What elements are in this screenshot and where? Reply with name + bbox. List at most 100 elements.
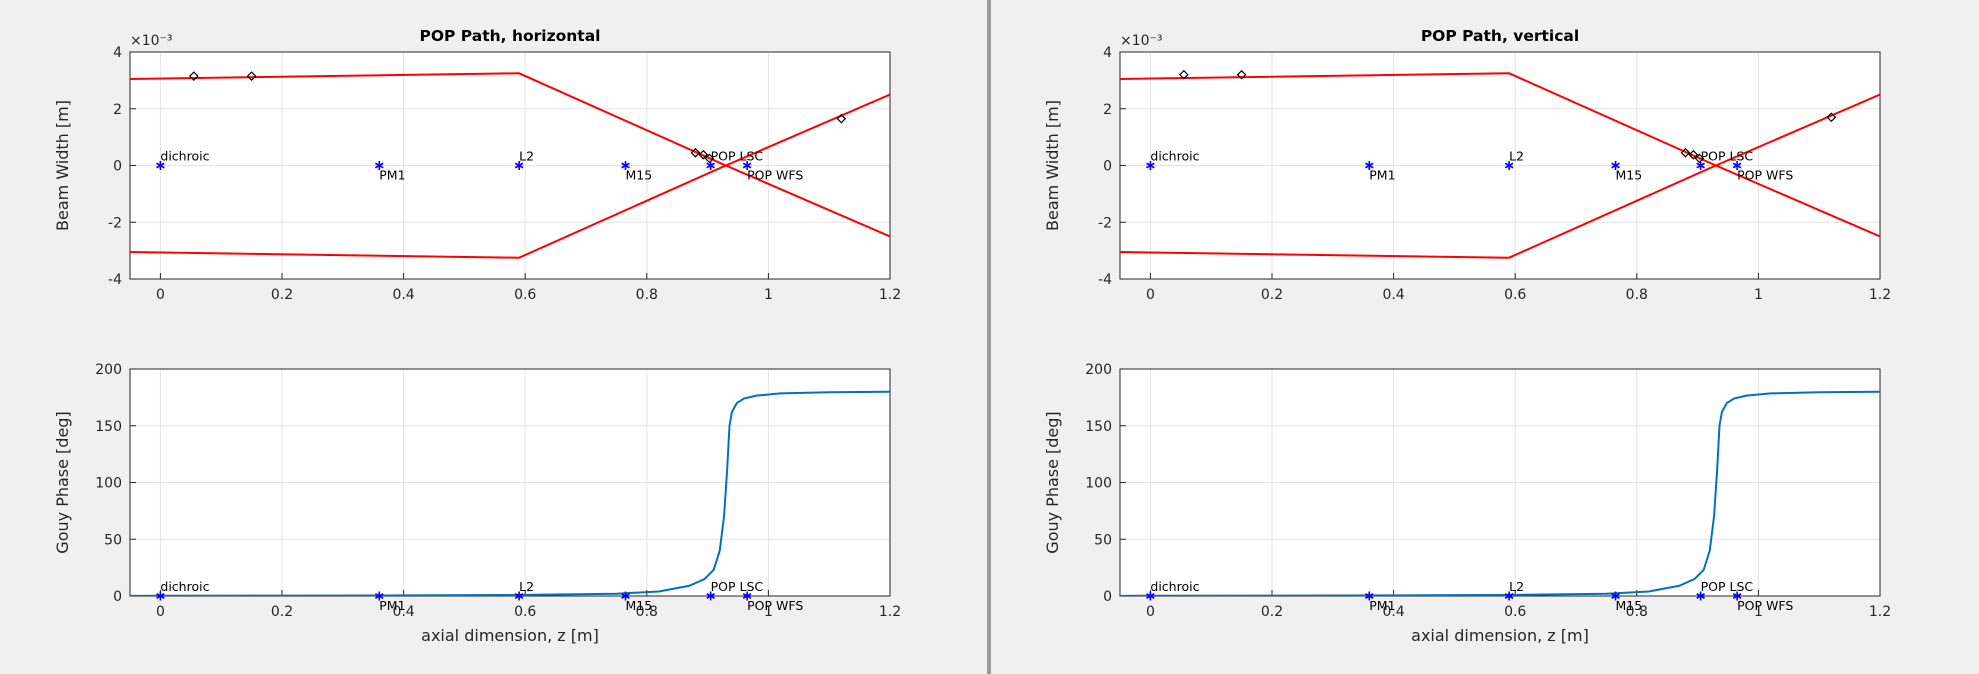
asterisk-stroke (621, 593, 630, 599)
optic-label: POP WFS (747, 168, 803, 183)
diamond-marker (704, 153, 715, 164)
x-tick-label: 0.2 (271, 287, 293, 303)
y-tick-label: 200 (1085, 362, 1112, 378)
optic-marker-l2 (1504, 161, 1514, 170)
y-tick-label: -2 (1098, 215, 1112, 231)
axes-horizontal-beam-width[interactable]: 0 0.2 0.4 0.6 0.8 1 1.2 -4 -2 0 2 4 dichroic PM1 L2 M15… (53, 27, 901, 303)
x-tick-label: 0.6 (514, 604, 536, 620)
optic-label: POP LSC (1701, 579, 1754, 594)
x-tick-label: 1 (764, 604, 773, 620)
data-layer (1120, 390, 1880, 596)
data-layer (130, 390, 890, 596)
y-tick-label: -2 (108, 215, 122, 231)
x-tick-label: 0.2 (271, 604, 293, 620)
optic-label: POP LSC (711, 579, 764, 594)
asterisk-stroke (706, 162, 715, 169)
optic-marker-pm1 (374, 591, 384, 601)
y-tick-label: 200 (95, 362, 122, 378)
axes-horizontal-gouy-phase[interactable]: 0 0.2 0.4 0.6 0.8 1 1.2 0 50 100 150 200 dichroic PM1… (53, 362, 901, 645)
optic-marker-pop-lsc (706, 591, 715, 601)
asterisk-stroke (1732, 162, 1742, 169)
asterisk-stroke (1364, 162, 1374, 169)
x-tick-label: 0.2 (1261, 287, 1283, 303)
diamond-marker (836, 113, 847, 124)
optic-label: PM1 (1369, 598, 1395, 613)
optic-marker-m15 (1611, 161, 1620, 170)
asterisk-stroke (514, 162, 524, 169)
y-exponent-label: ×10⁻³ (130, 33, 173, 49)
diamond-marker (1680, 147, 1691, 158)
optic-label: M15 (626, 168, 653, 183)
asterisk-stroke (156, 162, 165, 169)
x-tick-label: 0.8 (636, 604, 658, 620)
x-tick-label: 1.2 (879, 287, 901, 303)
optic-marker-pop-lsc (706, 161, 715, 170)
y-tick-label: 2 (1103, 102, 1112, 118)
optic-label: POP LSC (711, 149, 764, 164)
diamond-marker (698, 149, 709, 160)
diamond-marker (1694, 153, 1705, 164)
optic-marker-dichroic (156, 591, 165, 601)
chart-title: POP Path, horizontal (420, 27, 601, 45)
x-tick-label: 1.2 (1869, 604, 1891, 620)
optic-marker-pm1 (374, 161, 384, 170)
y-tick-label: 100 (1085, 476, 1112, 492)
diamond-marker (1236, 69, 1247, 80)
optic-marker-dichroic (156, 161, 165, 170)
optic-label: M15 (1616, 168, 1643, 183)
asterisk-stroke (1364, 593, 1374, 599)
optic-marker-pop-lsc (1696, 161, 1705, 170)
asterisk-stroke (1146, 162, 1155, 169)
y-axis-label: Beam Width [m] (53, 100, 72, 231)
series-line-0 (1120, 72, 1880, 167)
series-line-0 (1120, 390, 1880, 596)
optic-marker-pm1 (1364, 161, 1374, 170)
x-tick-label: 0 (156, 604, 165, 620)
optic-label: L2 (1509, 149, 1524, 164)
optic-marker-dichroic (1146, 591, 1155, 601)
x-tick-label: 0 (1146, 604, 1155, 620)
asterisk-stroke (1611, 593, 1620, 599)
x-tick-label: 0 (156, 287, 165, 303)
diamond-marker (1826, 112, 1837, 123)
optic-label: POP WFS (1737, 168, 1793, 183)
optic-label: L2 (519, 579, 534, 594)
optic-marker-pop-wfs (742, 161, 752, 170)
chart-title: POP Path, vertical (1421, 27, 1579, 45)
optic-marker-l2 (514, 161, 524, 170)
optic-marker-l2 (1504, 591, 1514, 601)
axes-vertical-beam-width[interactable]: 0 0.2 0.4 0.6 0.8 1 1.2 -4 -2 0 2 4 dichroic PM1 L2 M15… (1043, 27, 1891, 303)
x-axis-label: axial dimension, z [m] (1411, 626, 1589, 645)
asterisk-stroke (1696, 162, 1705, 169)
diamond-marker (1688, 149, 1699, 160)
axes-frame (129, 368, 891, 597)
series-line-0 (130, 72, 890, 167)
asterisk-stroke (621, 162, 630, 169)
optic-label: L2 (1509, 579, 1524, 594)
optic-label: M15 (1616, 598, 1643, 613)
asterisk-stroke (374, 162, 384, 169)
x-tick-label: 0.4 (392, 287, 414, 303)
x-tick-label: 0.2 (1261, 604, 1283, 620)
optic-label: dichroic (160, 149, 209, 164)
series-line-1 (1120, 164, 1880, 259)
x-tick-label: 1 (1754, 287, 1763, 303)
asterisk-stroke (706, 593, 715, 599)
y-tick-label: 150 (1085, 419, 1112, 435)
asterisk-stroke (374, 593, 384, 599)
data-layer (1120, 69, 1880, 259)
y-tick-label: 50 (104, 532, 122, 548)
pane-divider[interactable] (987, 0, 991, 674)
optic-label: dichroic (1150, 579, 1199, 594)
axes-frame (129, 51, 891, 280)
y-tick-label: 4 (1103, 45, 1112, 61)
y-tick-label: 0 (1103, 589, 1112, 605)
asterisk-stroke (742, 162, 752, 169)
x-tick-label: 0.4 (1382, 604, 1404, 620)
diamond-marker (690, 147, 701, 158)
optic-marker-pop-wfs (742, 591, 752, 601)
data-layer (130, 71, 890, 259)
x-tick-label: 1.2 (879, 604, 901, 620)
axes-vertical-gouy-phase[interactable]: 0 0.2 0.4 0.6 0.8 1 1.2 0 50 100 150 200 dichroic PM1… (1043, 362, 1891, 645)
